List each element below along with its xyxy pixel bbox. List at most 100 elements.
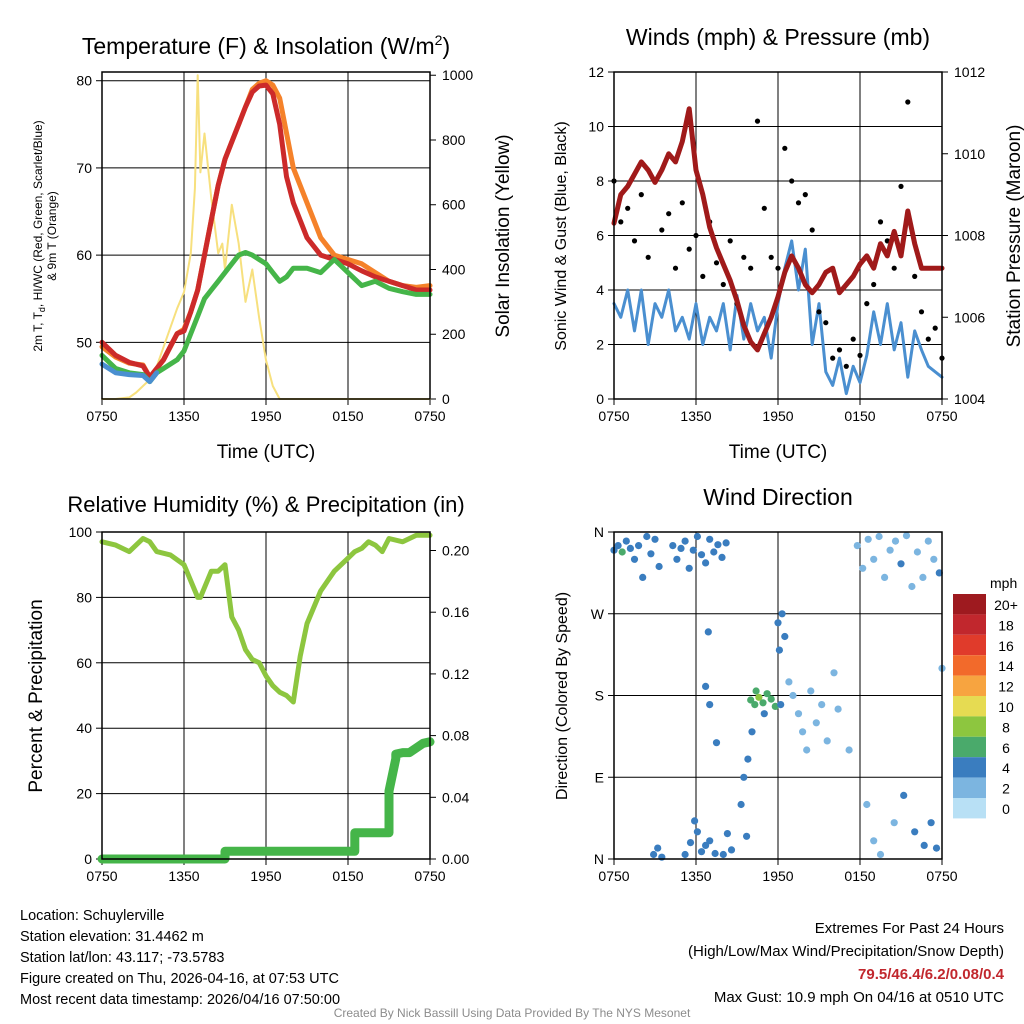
y2-tick-label: 400: [442, 261, 466, 277]
y-tick-label: 0: [84, 851, 92, 867]
y-tick-label: 8: [596, 173, 604, 189]
chart-title: Relative Humidity (%) & Precipitation (i…: [67, 492, 464, 517]
gust-point: [645, 254, 651, 260]
plot-panel-3: 0750 1350 1950 0150 07500204060801000.000.04…: [26, 492, 469, 884]
meteogram-figure: 0750 1350 1950 0150 075050607080020040060080…: [26, 24, 1024, 884]
direction-point: [818, 701, 826, 709]
y2-tick-label: 1010: [954, 146, 985, 162]
x-tick-label: 0750: [926, 868, 957, 884]
direction-point: [935, 569, 943, 577]
direction-point: [913, 548, 922, 556]
y-tick-label: 12: [588, 64, 604, 80]
y-axis-label: Percent & Precipitation: [26, 599, 47, 792]
legend-swatch: [953, 614, 986, 635]
plot-border: [101, 71, 431, 400]
gust-point: [625, 205, 631, 211]
gust-point: [836, 347, 843, 353]
chart-title: Temperature (F) & Insolation (W/m2): [82, 32, 450, 59]
gust-point: [891, 265, 897, 271]
x-tick-label: 0750: [598, 868, 629, 884]
y-tick-label: 20: [76, 786, 92, 802]
direction-point: [693, 532, 702, 541]
y-tick-label: 10: [588, 119, 604, 135]
gust-point: [693, 232, 699, 239]
y-tick-label: 40: [76, 720, 92, 736]
direction-point: [760, 710, 768, 718]
direction-point: [677, 544, 685, 553]
legend-title: mph: [990, 575, 1017, 591]
gust-point: [741, 254, 747, 260]
direction-point: [920, 841, 928, 850]
plot-border: [613, 71, 943, 400]
chart-title-main: Temperature (F) & Insolation (W/m: [82, 33, 435, 59]
y-axis-label: Direction (Colored By Speed): [554, 592, 571, 800]
direction-point: [655, 562, 663, 571]
direction-point: [781, 632, 789, 641]
legend-label: 6: [1002, 740, 1010, 756]
max-gust: Max Gust: 10.9 mph On 04/16 at 0510 UTC: [713, 989, 1004, 1006]
gust-point: [789, 178, 795, 184]
direction-point: [706, 837, 714, 845]
plot-panel-1: 0750 1350 1950 0150 075050607080020040060080…: [31, 32, 514, 463]
direction-point: [686, 839, 695, 847]
y-tick-label: 4: [596, 282, 604, 298]
direction-point: [650, 850, 658, 859]
x-axis-label: Time (UTC): [729, 442, 828, 463]
gust-point: [638, 192, 644, 198]
direction-point: [853, 542, 861, 550]
direction-point: [927, 819, 935, 827]
direction-point: [919, 573, 927, 582]
direction-point: [673, 555, 681, 563]
y2-tick-label: 1008: [954, 228, 985, 244]
figure-created: Figure created on Thu, 2026-04-16, at 07…: [20, 971, 339, 987]
direction-point: [639, 573, 647, 582]
direction-point: [681, 850, 689, 859]
direction-point: [830, 669, 838, 677]
direction-point: [697, 551, 706, 559]
y-tick-label: 0: [596, 391, 604, 407]
direction-point: [908, 582, 916, 591]
legend-swatch: [953, 675, 986, 696]
direction-point: [710, 548, 718, 556]
direction-point: [807, 687, 815, 695]
gust-point: [823, 320, 829, 326]
gust-point: [727, 238, 733, 244]
gust-point: [679, 200, 685, 206]
y2-tick-label: 0.16: [442, 604, 469, 620]
y-tick-label: 80: [76, 73, 92, 89]
direction-point: [751, 701, 759, 709]
y2-tick-label: 0: [442, 391, 450, 407]
gust-point: [666, 211, 672, 217]
direction-point: [785, 678, 793, 686]
y-tick-label: 100: [69, 524, 93, 540]
direction-point: [654, 844, 662, 852]
gust-point: [857, 352, 863, 358]
x-tick-label: 1950: [762, 408, 793, 424]
legend-label: 10: [998, 699, 1014, 715]
direction-point: [834, 705, 842, 713]
plot-border: [613, 531, 943, 860]
x-axis-label: Time (UTC): [217, 442, 316, 463]
direction-point: [714, 541, 722, 549]
y-tick-label: S: [595, 688, 604, 704]
legend-label: 4: [1002, 760, 1010, 776]
gust-point: [775, 265, 781, 271]
direction-point: [891, 537, 900, 545]
x-tick-label: 0150: [332, 868, 363, 884]
gust-point: [795, 200, 802, 206]
gust-point: [768, 254, 774, 260]
y-tick-label: W: [591, 606, 605, 622]
direction-point: [881, 573, 889, 582]
direction-point: [875, 532, 883, 541]
direction-point: [702, 682, 710, 691]
direction-point: [763, 690, 771, 698]
x-tick-label: 1350: [168, 408, 199, 424]
series-line-2m-t: [99, 82, 433, 380]
y-tick-label: N: [594, 851, 604, 867]
legend-swatch: [953, 696, 986, 717]
direction-point: [902, 532, 911, 540]
direction-point: [748, 728, 756, 736]
gust-point: [898, 183, 904, 189]
legend-label: 8: [1002, 719, 1010, 735]
direction-point: [706, 701, 714, 709]
